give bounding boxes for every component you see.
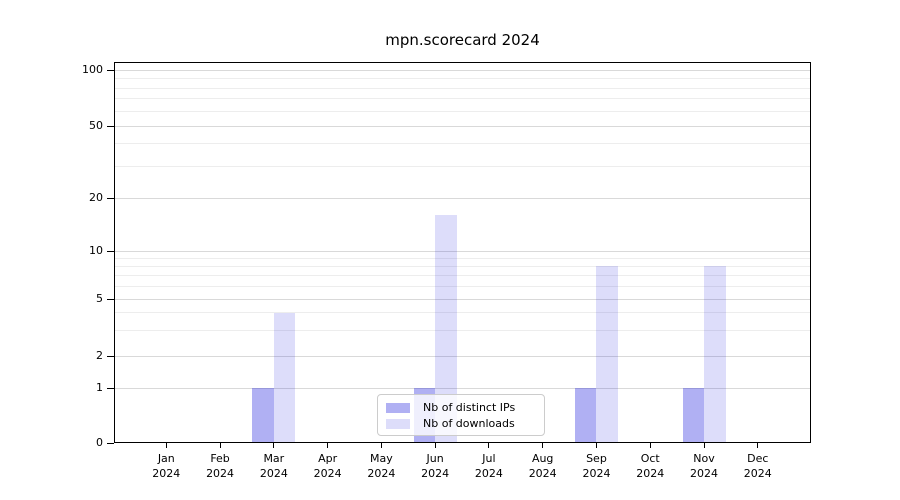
y-tick-mark (107, 442, 114, 444)
chart-title: mpn.scorecard 2024 (385, 31, 540, 49)
x-tick-mark (703, 443, 705, 448)
y-tick-label: 50 (89, 119, 103, 132)
x-tick-label: Jun 2024 (421, 452, 450, 480)
y-tick-label: 100 (82, 63, 103, 76)
major-gridline (114, 197, 811, 199)
legend-label-downloads: Nb of downloads (423, 417, 515, 430)
y-tick-label: 10 (89, 244, 103, 257)
x-tick-label: Sep 2024 (582, 452, 611, 480)
minor-gridline (114, 87, 811, 89)
x-tick-mark (595, 443, 597, 448)
x-tick-label: Apr 2024 (313, 452, 342, 480)
minor-gridline (114, 78, 811, 79)
bar-distinct-ips-mar (252, 388, 274, 443)
x-tick-mark (165, 443, 167, 448)
x-tick-mark (273, 443, 275, 448)
bar-downloads-nov (704, 266, 726, 443)
bar-distinct-ips-sep (574, 388, 597, 443)
bar-downloads-mar (273, 312, 296, 443)
x-tick-mark (434, 443, 436, 448)
x-tick-mark (219, 443, 221, 448)
y-tick-mark (107, 387, 114, 389)
y-tick-label: 1 (96, 381, 103, 394)
major-gridline (114, 298, 811, 300)
major-gridline (114, 125, 811, 127)
x-tick-label: Jul 2024 (474, 452, 503, 480)
bar-downloads-jun (435, 215, 457, 443)
x-tick-label: Mar 2024 (259, 452, 288, 480)
legend: Nb of distinct IPs Nb of downloads (377, 394, 545, 436)
x-tick-mark (327, 443, 329, 448)
x-tick-label: Jan 2024 (152, 452, 181, 480)
bar-downloads-sep (596, 266, 618, 443)
x-tick-mark (488, 443, 490, 448)
legend-item-downloads: Nb of downloads (386, 416, 536, 431)
minor-gridline (114, 312, 811, 314)
minor-gridline (114, 143, 811, 145)
legend-swatch-downloads (386, 418, 410, 429)
x-tick-label: May 2024 (367, 452, 396, 480)
major-gridline (114, 355, 811, 357)
x-tick-label: Aug 2024 (528, 452, 557, 480)
x-tick-mark (542, 443, 544, 448)
legend-swatch-distinct-ips (386, 402, 410, 413)
x-tick-label: Dec 2024 (743, 452, 772, 480)
y-tick-mark (107, 69, 114, 71)
major-gridline (114, 250, 811, 252)
y-tick-label: 20 (89, 191, 103, 204)
x-tick-label: Nov 2024 (690, 452, 718, 480)
y-tick-mark (107, 125, 114, 127)
minor-gridline (114, 265, 811, 267)
legend-label-distinct-ips: Nb of distinct IPs (423, 401, 516, 414)
minor-gridline (114, 98, 811, 100)
y-tick-mark (107, 298, 114, 300)
x-tick-mark (649, 443, 651, 448)
legend-item-distinct-ips: Nb of distinct IPs (386, 400, 536, 415)
x-tick-mark (380, 443, 382, 448)
x-tick-mark (757, 443, 759, 448)
y-tick-mark (107, 355, 114, 357)
y-tick-mark (107, 197, 114, 199)
bar-distinct-ips-nov (682, 388, 704, 443)
minor-gridline (114, 110, 811, 112)
minor-gridline (114, 285, 811, 287)
minor-gridline (114, 330, 811, 332)
x-tick-label: Oct 2024 (636, 452, 665, 480)
minor-gridline (114, 165, 811, 167)
plot-area (114, 62, 811, 443)
y-tick-label: 0 (96, 436, 103, 449)
minor-gridline (114, 257, 811, 259)
y-tick-label: 5 (96, 292, 103, 305)
minor-gridline (114, 275, 811, 277)
major-gridline (114, 387, 811, 389)
x-tick-label: Feb 2024 (206, 452, 235, 480)
major-gridline (114, 69, 811, 71)
y-tick-mark (107, 250, 114, 252)
y-tick-label: 2 (96, 349, 103, 362)
